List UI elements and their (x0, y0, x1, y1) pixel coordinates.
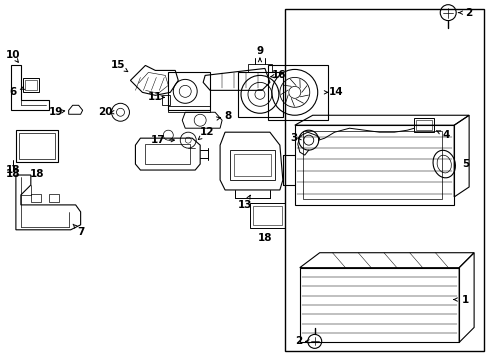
Text: 4: 4 (442, 130, 450, 140)
Bar (23, 78, 39, 92)
Bar (162, 95, 171, 105)
Text: 19: 19 (49, 107, 63, 117)
Text: 2: 2 (295, 336, 302, 346)
Text: 18: 18 (258, 233, 272, 243)
Bar (230, 150, 275, 180)
Bar (238, 72, 283, 117)
Text: 10: 10 (6, 50, 20, 60)
Text: 14: 14 (328, 87, 343, 97)
Text: 3: 3 (290, 133, 297, 143)
Text: 18: 18 (6, 165, 20, 175)
Bar (268, 66, 328, 120)
Bar (416, 120, 432, 130)
Text: 18: 18 (29, 169, 44, 179)
Bar (250, 203, 285, 228)
Text: 5: 5 (463, 159, 470, 169)
Bar (303, 131, 442, 199)
Text: 12: 12 (200, 127, 215, 137)
Text: 9: 9 (256, 45, 264, 55)
Bar (168, 106, 210, 112)
Text: 20: 20 (98, 107, 113, 117)
Text: 8: 8 (224, 111, 232, 121)
Text: 13: 13 (238, 200, 252, 210)
Text: ↓: ↓ (9, 159, 16, 168)
Bar (295, 125, 454, 205)
Text: 6: 6 (9, 87, 17, 97)
Text: 16: 16 (271, 71, 286, 80)
Bar (19, 133, 55, 159)
Text: 11: 11 (148, 92, 163, 102)
Bar (49, 194, 59, 202)
Bar (25, 80, 37, 90)
Text: 1: 1 (462, 294, 469, 305)
Bar (31, 194, 41, 202)
Bar (300, 268, 459, 342)
Text: 2: 2 (466, 8, 473, 18)
Bar (285, 9, 484, 351)
Text: 7: 7 (77, 227, 84, 237)
Text: 15: 15 (111, 60, 126, 71)
Bar (253, 206, 282, 225)
Bar (146, 144, 190, 164)
Bar (168, 72, 210, 110)
Bar (234, 154, 271, 176)
Bar (248, 64, 272, 72)
Text: 18: 18 (6, 169, 20, 179)
Bar (16, 130, 58, 162)
Bar (415, 118, 434, 132)
Text: 17: 17 (151, 135, 166, 145)
